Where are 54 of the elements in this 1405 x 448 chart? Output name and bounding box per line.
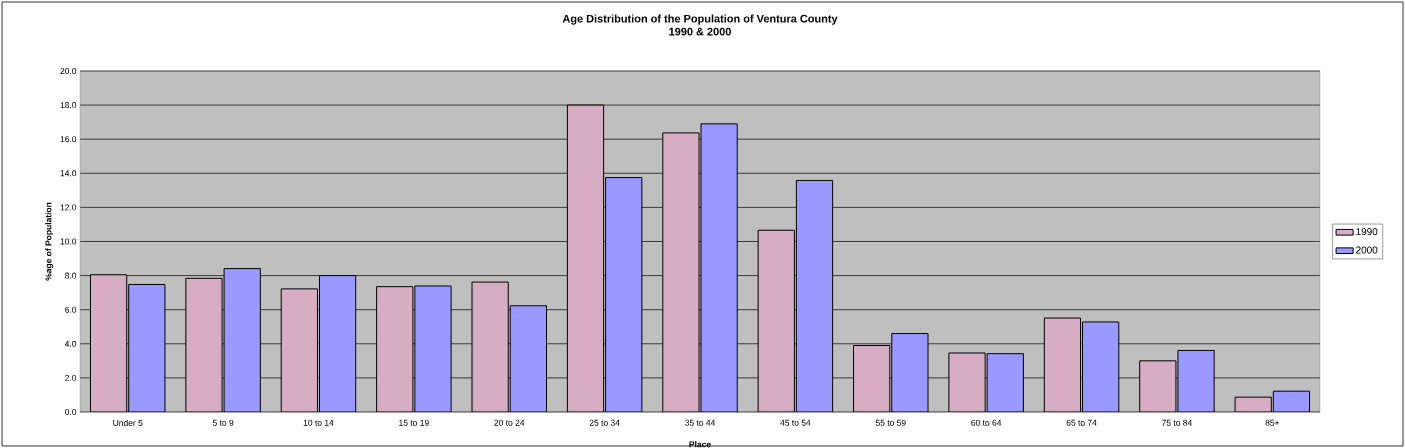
y-tick-label: 10.0 — [60, 238, 77, 245]
x-tick-label: 45 to 54 — [780, 419, 811, 426]
bar — [510, 305, 547, 412]
bar — [90, 274, 127, 412]
bar — [662, 132, 700, 412]
x-tick-label: 55 to 59 — [875, 419, 906, 426]
bar — [1177, 350, 1215, 412]
y-tick-label: 12.0 — [60, 204, 77, 211]
x-tick-label: 65 to 74 — [1066, 419, 1097, 426]
y-tick-label: 4.0 — [64, 340, 77, 347]
bar — [281, 288, 318, 412]
bar — [987, 353, 1024, 412]
y-tick-label: 2.0 — [65, 374, 77, 381]
x-tick-label: 35 to 44 — [685, 419, 716, 426]
x-tick-label: 85+ — [1265, 419, 1280, 426]
y-tick-label: 18.0 — [60, 102, 77, 109]
x-tick-label: 15 to 19 — [399, 419, 429, 426]
bar — [796, 180, 833, 412]
bar — [185, 278, 223, 412]
x-tick-label: 20 to 24 — [494, 419, 525, 426]
bar — [224, 268, 261, 412]
x-tick-label: 60 to 64 — [971, 419, 1002, 426]
bar — [567, 105, 604, 412]
y-tick-label: 16.0 — [60, 136, 77, 143]
bar — [319, 275, 356, 412]
legend-label: 1990 — [1356, 228, 1378, 236]
bar — [701, 123, 738, 412]
legend-label: 2000 — [1356, 246, 1378, 254]
bar — [128, 284, 165, 412]
bar — [1139, 360, 1176, 412]
chart-title: Age Distribution of the Population of Ventura County — [562, 14, 838, 25]
x-tick-label: 10 to 14 — [303, 419, 334, 426]
y-tick-label: 14.0 — [60, 170, 77, 177]
bar — [376, 286, 413, 412]
bar — [472, 282, 509, 412]
y-axis-title: %age of Population — [45, 202, 54, 281]
x-tick-label: Under 5 — [113, 419, 143, 426]
y-tick-label: 0.0 — [65, 408, 77, 415]
x-tick-label: 75 to 84 — [1162, 419, 1192, 426]
bar — [605, 177, 642, 412]
bar — [853, 345, 890, 412]
bar — [891, 333, 929, 412]
bar — [414, 285, 452, 412]
bar — [948, 352, 986, 412]
x-tick-label: 25 to 34 — [589, 419, 620, 426]
y-tick-label: 6.0 — [65, 306, 77, 313]
bar — [1082, 321, 1119, 412]
chart-subtitle: 1990 & 2000 — [669, 27, 731, 36]
y-tick-label: 20.0 — [60, 68, 77, 74]
x-tick-label: 5 to 9 — [212, 419, 234, 426]
bar — [1044, 318, 1081, 412]
y-tick-label: 8.0 — [65, 272, 77, 279]
x-axis-title: Place — [689, 441, 711, 448]
bar — [758, 230, 795, 412]
